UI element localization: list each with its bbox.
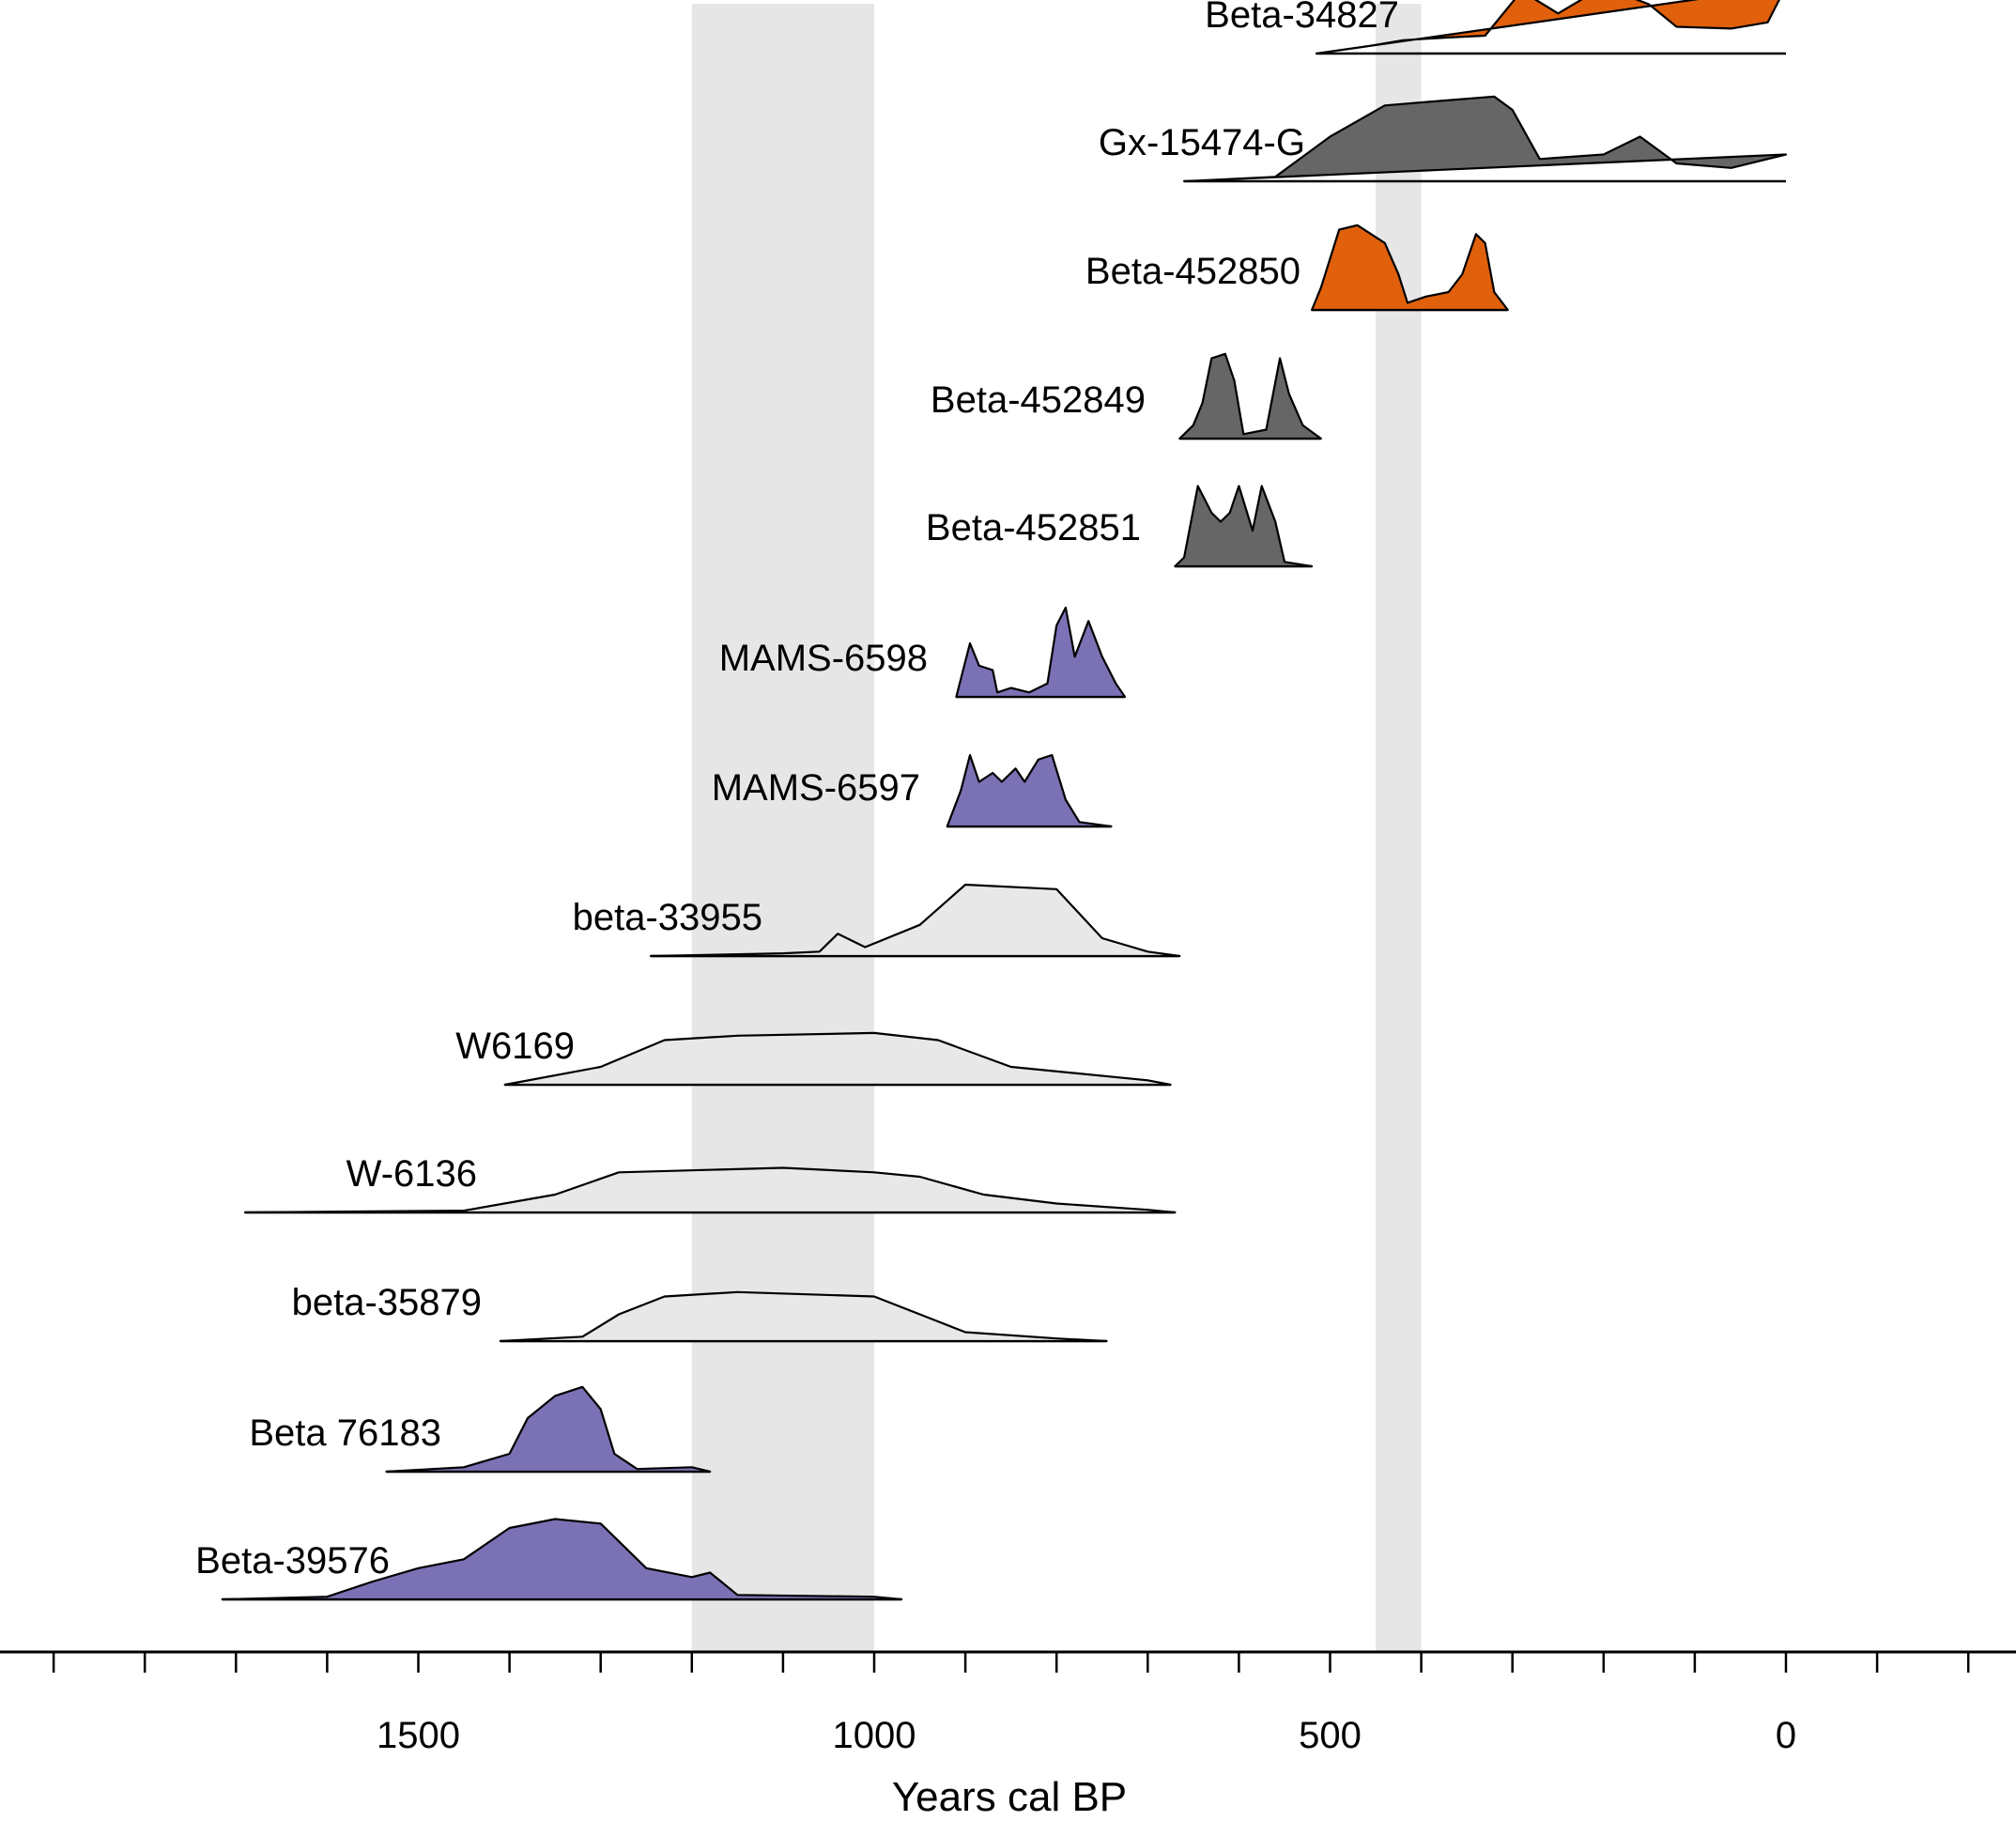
series-density	[1315, 0, 1780, 55]
series-density	[650, 883, 1181, 958]
series-label: Beta 76183	[249, 1412, 441, 1454]
series-density	[1174, 485, 1314, 568]
series-label: beta-33955	[573, 897, 762, 938]
series-mams-6597: MAMS-6597	[712, 753, 1113, 828]
series-label: beta-35879	[292, 1282, 482, 1323]
series-label: Gx-15474-G	[1099, 122, 1305, 163]
series-density	[499, 1290, 1108, 1343]
series-gx-15474-g: Gx-15474-G	[1099, 95, 1788, 183]
series-label: Beta-452850	[1085, 251, 1300, 292]
series-beta-452851: Beta-452851	[926, 485, 1314, 568]
series-density	[385, 1385, 712, 1474]
x-axis-title: Years cal BP	[892, 1774, 1127, 1820]
series-label: MAMS-6597	[712, 767, 920, 809]
series-beta-452849: Beta-452849	[931, 352, 1322, 440]
series-beta-39576: Beta-39576	[195, 1518, 903, 1601]
series-group: Beta-34827 Gx-15474-G Beta-452850 Beta-4528…	[195, 0, 1788, 1601]
series-density	[243, 1166, 1177, 1214]
series-label: Beta-452849	[931, 379, 1146, 421]
x-tick-label: 1500	[377, 1715, 460, 1756]
series-density	[1183, 95, 1788, 183]
x-tick-label: 1000	[833, 1715, 916, 1756]
series-label: Beta-452851	[926, 507, 1141, 548]
series-label: Beta-34827	[1205, 0, 1399, 36]
x-tick-label: 0	[1776, 1715, 1796, 1756]
series-w-6136: W-6136	[243, 1153, 1177, 1214]
series-density	[946, 753, 1113, 828]
series-beta-34827: Beta-34827	[1205, 0, 1786, 55]
series-density	[1311, 224, 1509, 312]
series-density	[955, 606, 1127, 699]
series-label: W-6136	[346, 1153, 477, 1195]
series-density	[1178, 352, 1322, 440]
series-label: W6169	[455, 1026, 575, 1067]
series-label: MAMS-6598	[719, 638, 928, 679]
shaded-bands	[691, 4, 1422, 1652]
series-beta-33955: beta-33955	[573, 883, 1181, 958]
series-beta-452850: Beta-452850	[1085, 224, 1509, 312]
x-tick-label: 500	[1299, 1715, 1362, 1756]
series-label: Beta-39576	[195, 1540, 390, 1582]
series-beta-35879: beta-35879	[292, 1282, 1108, 1343]
series-density	[503, 1031, 1172, 1087]
series-beta-76183: Beta 76183	[249, 1385, 712, 1474]
x-axis: 1500 1000 500 0	[0, 1650, 2016, 1756]
series-w6169: W6169	[455, 1026, 1172, 1087]
series-density	[221, 1518, 903, 1601]
series-mams-6598: MAMS-6598	[719, 606, 1127, 699]
shaded-band-0	[691, 4, 874, 1652]
